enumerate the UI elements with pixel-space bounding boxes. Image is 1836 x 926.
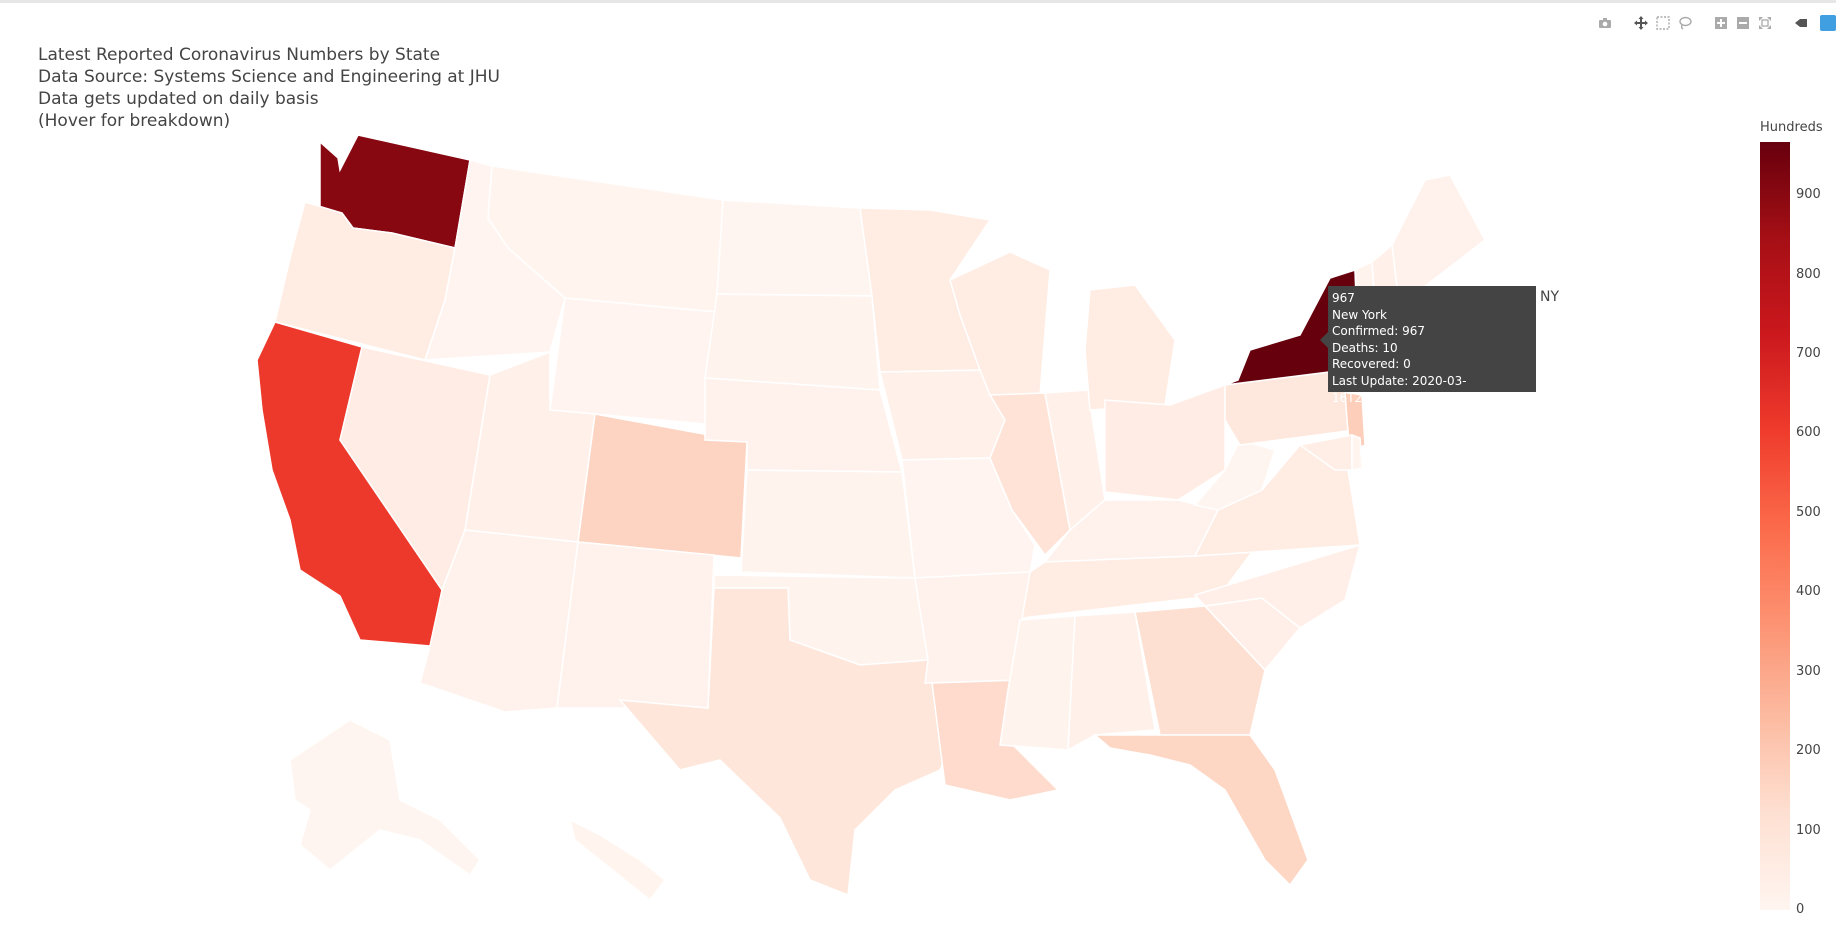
state-wy[interactable] bbox=[549, 297, 718, 425]
colorbar-tick-label: 100 bbox=[1796, 822, 1821, 838]
state-sd[interactable] bbox=[704, 293, 881, 391]
title-line-2: Data Source: Systems Science and Enginee… bbox=[38, 67, 500, 87]
zoom-out-icon[interactable] bbox=[1732, 12, 1754, 34]
state-mi[interactable] bbox=[1084, 284, 1176, 411]
state-ks[interactable] bbox=[740, 469, 916, 579]
tooltip-value: 967 bbox=[1332, 291, 1355, 305]
zoom-in-icon[interactable] bbox=[1710, 12, 1732, 34]
state-wv[interactable] bbox=[1193, 439, 1276, 511]
colorbar-gradient bbox=[1760, 142, 1790, 910]
colorbar-title: Hundreds bbox=[1760, 120, 1823, 135]
title-line-3: Data gets updated on daily basis bbox=[38, 89, 319, 109]
chart-title: Latest Reported Coronavirus Numbers by S… bbox=[38, 44, 500, 132]
hover-toggle-icon[interactable] bbox=[1790, 12, 1812, 34]
pan-icon[interactable] bbox=[1630, 12, 1652, 34]
colorbar-tick-label: 500 bbox=[1796, 504, 1821, 520]
reset-view-icon[interactable] bbox=[1754, 12, 1776, 34]
colorbar bbox=[1760, 142, 1790, 910]
title-line-4: (Hover for breakdown) bbox=[38, 111, 231, 131]
state-ms[interactable] bbox=[999, 615, 1076, 751]
plotly-logo-icon[interactable] bbox=[1820, 15, 1836, 31]
hover-tooltip: 967 New York Confirmed: 967 Deaths: 10 R… bbox=[1328, 286, 1536, 405]
tooltip-state-tag: NY bbox=[1540, 289, 1560, 305]
state-nm[interactable] bbox=[556, 541, 715, 709]
tooltip-last-update: Last Update: 2020-03-16T21:53:03 bbox=[1332, 373, 1467, 405]
modebar bbox=[1580, 12, 1836, 34]
colorbar-tick-label: 400 bbox=[1796, 584, 1821, 600]
colorbar-tick-label: 900 bbox=[1796, 187, 1821, 203]
tooltip-state: New York bbox=[1332, 307, 1387, 322]
tooltip-arrow bbox=[1320, 332, 1328, 348]
state-de[interactable] bbox=[1351, 433, 1363, 471]
tooltip-recovered: Recovered: 0 bbox=[1332, 357, 1411, 372]
state-ga[interactable] bbox=[1134, 605, 1266, 736]
state-ak[interactable] bbox=[289, 719, 481, 877]
title-line-1: Latest Reported Coronavirus Numbers by S… bbox=[38, 45, 441, 65]
state-tx[interactable] bbox=[618, 587, 953, 897]
colorbar-tick-label: 700 bbox=[1796, 346, 1821, 362]
box-select-icon[interactable] bbox=[1652, 12, 1674, 34]
state-nd[interactable] bbox=[716, 199, 873, 297]
state-hi[interactable] bbox=[568, 818, 667, 902]
colorbar-tick-label: 0 bbox=[1796, 902, 1805, 917]
state-al[interactable] bbox=[1067, 611, 1156, 752]
tooltip-confirmed: Confirmed: 967 bbox=[1332, 324, 1426, 339]
colorbar-tick-label: 600 bbox=[1796, 425, 1821, 441]
colorbar-tick-label: 200 bbox=[1796, 743, 1821, 759]
tooltip-deaths: Deaths: 10 bbox=[1332, 340, 1398, 355]
camera-icon[interactable] bbox=[1594, 12, 1616, 34]
state-fl[interactable] bbox=[1092, 734, 1309, 887]
top-border bbox=[0, 0, 1836, 3]
state-co[interactable] bbox=[577, 413, 748, 559]
colorbar-tick-label: 300 bbox=[1796, 663, 1821, 679]
colorbar-tick-label: 800 bbox=[1796, 266, 1821, 282]
lasso-select-icon[interactable] bbox=[1674, 12, 1696, 34]
